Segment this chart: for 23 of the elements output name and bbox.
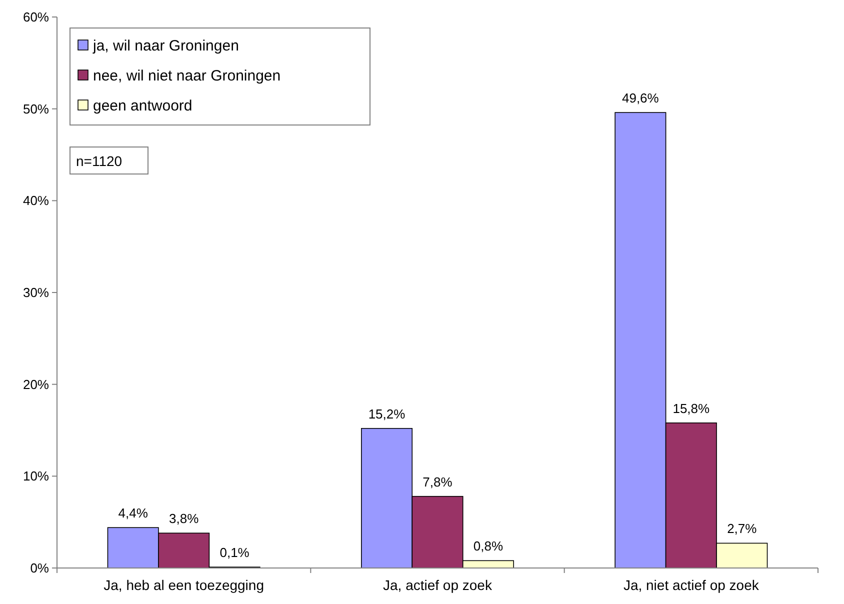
- data-label: 0,8%: [473, 538, 504, 554]
- data-label: 3,8%: [169, 511, 200, 526]
- y-tick-label: 0%: [30, 560, 50, 576]
- y-tick-label: 50%: [22, 101, 50, 116]
- x-tick-label: Ja, heb al een toezegging: [104, 577, 264, 593]
- legend-label: nee, wil niet naar Groningen: [93, 67, 281, 84]
- data-label: 15,8%: [672, 400, 710, 416]
- data-label: 15,2%: [368, 406, 406, 422]
- data-label: 0,1%: [220, 545, 250, 560]
- y-tick-label: 10%: [22, 468, 50, 484]
- data-label: 2,7%: [727, 521, 758, 536]
- data-label: 49,6%: [622, 90, 660, 106]
- y-tick-label: 20%: [22, 376, 50, 392]
- data-label: 7,8%: [422, 474, 453, 490]
- y-tick-label: 60%: [22, 10, 50, 25]
- y-tick-label: 40%: [22, 193, 50, 208]
- legend-label: ja, wil naar Groningen: [92, 37, 239, 54]
- legend-label: geen antwoord: [93, 97, 192, 114]
- x-tick-label: Ja, niet actief op zoek: [623, 577, 760, 593]
- y-tick-label: 30%: [22, 285, 50, 300]
- x-tick-label: Ja, actief op zoek: [383, 577, 493, 593]
- annotation: n=1120: [76, 152, 122, 169]
- data-label: 4,4%: [118, 506, 148, 521]
